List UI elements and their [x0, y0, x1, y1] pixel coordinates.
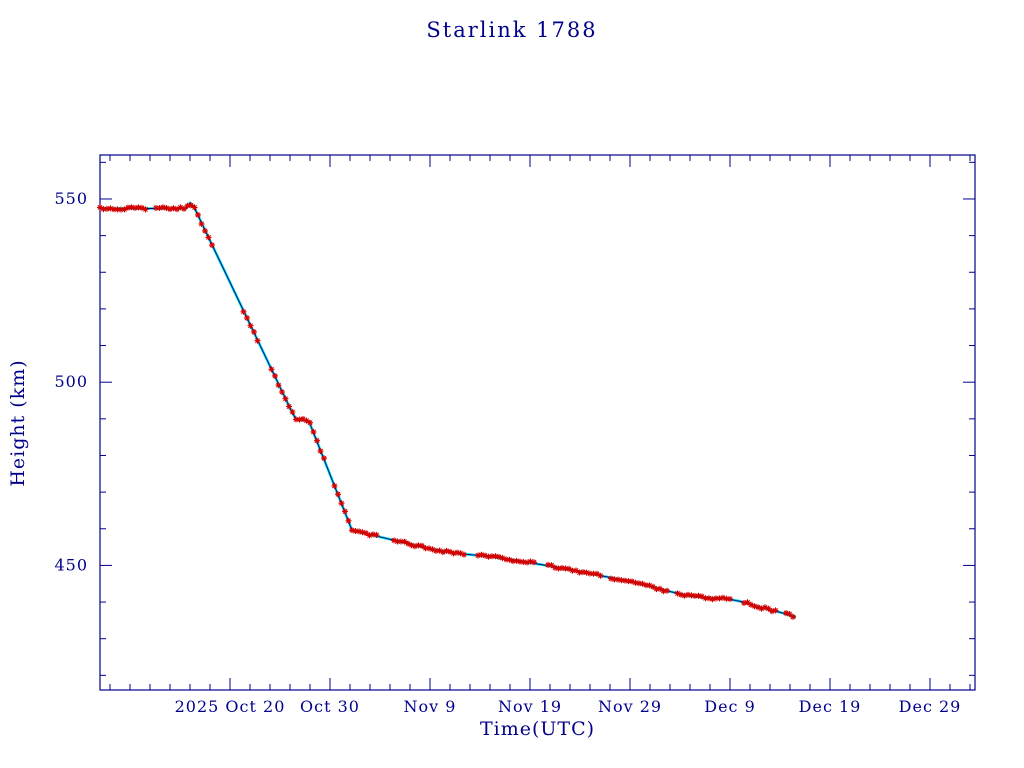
x-tick-label: Dec 29: [899, 697, 962, 716]
x-tick-label: Oct 30: [300, 697, 360, 716]
x-tick-label: Dec 19: [799, 697, 862, 716]
x-tick-label: Nov 19: [498, 697, 562, 716]
x-axis-label: Time(UTC): [479, 718, 596, 740]
y-tick-label: 500: [54, 372, 88, 391]
y-tick-label: 450: [54, 555, 88, 574]
x-tick-label: Nov 9: [404, 697, 457, 716]
y-tick-label: 550: [54, 189, 88, 208]
series-line-core: [100, 202, 797, 618]
series-line: [100, 201, 797, 619]
x-tick-label: Nov 29: [598, 697, 662, 716]
data-markers: [97, 202, 796, 620]
x-tick-label: 2025 Oct 20: [175, 697, 286, 716]
x-tick-label: Dec 9: [704, 697, 756, 716]
axes: [99, 154, 976, 691]
tick-labels: 2025 Oct 20 Oct 30 Nov 9 Nov 19 Nov 29 Dec 9 D…: [54, 189, 962, 716]
chart-title: Starlink 1788: [426, 18, 598, 42]
